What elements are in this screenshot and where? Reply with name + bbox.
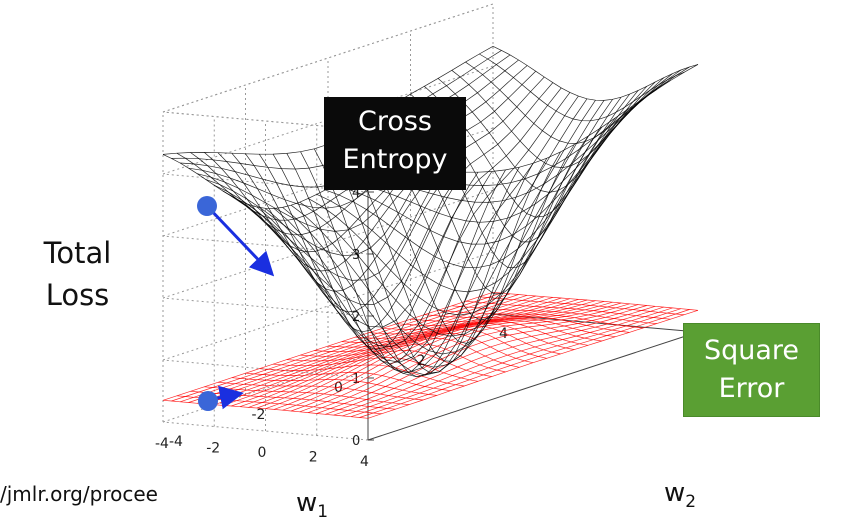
square-error-mesh-line [273, 301, 605, 410]
z-tick-label: 1 [352, 372, 360, 387]
square-error-tag-line2: Error [718, 373, 785, 404]
square-error-mesh-line [479, 296, 685, 316]
cross-entropy-mesh-line [231, 152, 438, 292]
y-axis-label-sub: 2 [685, 492, 697, 513]
cross-entropy-mesh-line [300, 151, 506, 374]
cross-entropy-mesh-line [465, 61, 671, 144]
square-error-start-point [198, 391, 218, 411]
x-tick-label: 4 [360, 454, 369, 470]
square-error-surface [162, 291, 699, 419]
x-tick-label: 0 [258, 445, 267, 461]
cross-entropy-tag: Cross Entropy [324, 97, 466, 190]
cross-entropy-mesh-line [245, 153, 451, 313]
z-tick-label: 4 [352, 186, 360, 201]
square-error-mesh-line [314, 338, 520, 368]
cross-entropy-mesh-line [479, 53, 685, 122]
square-error-mesh-line [217, 381, 424, 401]
x-tick-label: -4 [155, 436, 169, 452]
cross-entropy-mesh-line [437, 78, 644, 193]
square-error-mesh-line [396, 319, 602, 342]
x-axis-line [367, 331, 699, 441]
source-url: /jmlr.org/procee [0, 482, 158, 506]
cross-entropy-mesh-line [492, 45, 699, 101]
z-axis-label-line2: Loss [45, 278, 110, 312]
wall-left-gridline [162, 235, 369, 255]
y-tick-label: -4 [169, 434, 183, 450]
axes-box [162, 3, 699, 441]
y-axis-label: w2 [664, 478, 696, 512]
z-tick-label: 3 [352, 248, 360, 263]
square-error-tag: Square Error [683, 323, 820, 417]
square-error-mesh-line [410, 318, 616, 338]
square-error-mesh-line [272, 357, 479, 382]
wall-left-gridline [162, 173, 369, 193]
cross-entropy-mesh-line [204, 152, 410, 253]
x-tick-label: -2 [206, 441, 220, 457]
square-error-mesh-line [342, 307, 673, 417]
square-error-mesh-line [162, 399, 369, 419]
square-error-mesh-line [492, 291, 699, 311]
square-error-tag-line1: Square [703, 335, 800, 366]
cross-entropy-tag-line2: Entropy [342, 144, 448, 175]
wall-left-gridline [162, 421, 369, 441]
square-error-mesh-line [382, 321, 589, 346]
y-axis-label-main: w [664, 478, 686, 508]
cross-entropy-mesh-line [272, 153, 479, 350]
y-tick-label: 4 [499, 326, 508, 342]
square-error-mesh-line [355, 325, 561, 355]
x-tick-label: 2 [309, 450, 318, 466]
square-error-mesh-line [369, 323, 575, 350]
y-tick-label: 2 [417, 353, 426, 369]
cross-entropy-mesh-line [190, 152, 396, 236]
y-tick-label: -2 [252, 407, 266, 423]
cross-entropy-tag-line1: Cross [357, 106, 432, 137]
z-axis-label: Total Loss [30, 232, 125, 316]
z-axis-label-line1: Total [43, 236, 112, 270]
cross-entropy-mesh-line [451, 70, 657, 168]
x-axis-label-main: w [296, 488, 318, 518]
cross-entropy-start-point [197, 196, 217, 216]
wall-left-gridline [162, 359, 369, 379]
square-error-mesh-line [231, 377, 437, 396]
z-tick-label: 0 [352, 434, 360, 449]
x-axis-label: w1 [296, 488, 328, 522]
cross-entropy-mesh-line [313, 148, 520, 378]
cross-entropy-gradient-arrow [205, 204, 275, 277]
square-error-mesh-line [286, 350, 492, 377]
square-error-mesh-line [300, 343, 506, 373]
square-error-mesh-line [259, 364, 465, 387]
square-error-mesh-line [245, 372, 451, 392]
top-edge-line [162, 111, 369, 131]
cross-entropy-mesh-line [355, 129, 561, 344]
cross-entropy-mesh-line [327, 144, 534, 374]
cross-entropy-mesh-line [341, 137, 548, 362]
x-axis-label-sub: 1 [317, 502, 329, 523]
wall-left-gridline [162, 297, 369, 317]
gradient-markers [197, 196, 275, 411]
cross-entropy-mesh-line [217, 152, 424, 272]
y-tick-label: 0 [334, 380, 343, 396]
cross-entropy-surface [162, 45, 699, 378]
z-tick-label: 2 [352, 310, 360, 325]
